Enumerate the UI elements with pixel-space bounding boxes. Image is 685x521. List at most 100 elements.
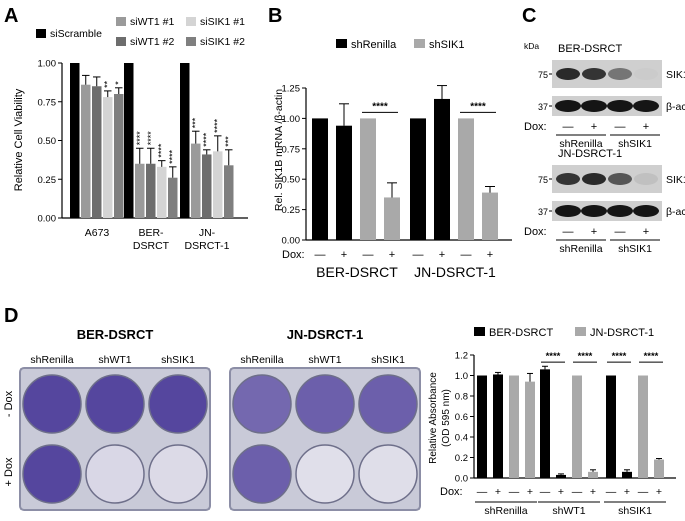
c-dox-sign: — xyxy=(563,121,574,133)
a-legend-label: siSIK1 #2 xyxy=(200,36,245,48)
d-plate-frame xyxy=(19,367,211,511)
a-x-tick-label: DSRCT xyxy=(133,240,170,252)
d-well xyxy=(232,374,292,434)
a-legend-swatch xyxy=(186,37,196,46)
c-sik1-band xyxy=(556,173,580,185)
a-legend-swatch xyxy=(116,17,126,26)
c-actin-band xyxy=(633,100,659,112)
c-dox-label: Dox: xyxy=(524,121,547,133)
c-blot-title: BER-DSRCT xyxy=(558,43,622,55)
d-bar xyxy=(477,375,487,478)
b-y-tick-label: 0.75 xyxy=(282,144,301,155)
c-band-label-actin: β-actin xyxy=(666,206,685,218)
a-significance: **** xyxy=(202,132,212,147)
c-group-label: shRenilla xyxy=(559,243,602,255)
a-bar xyxy=(191,143,201,218)
c-dox-sign: + xyxy=(643,226,649,238)
c-band-label-sik1: SIK1 xyxy=(666,69,685,81)
d-dox-label: Dox: xyxy=(440,486,463,498)
b-y-tick-label: 1.00 xyxy=(282,114,301,125)
a-bar xyxy=(103,97,113,218)
b-legend-swatch xyxy=(336,39,347,48)
c-actin-band xyxy=(607,205,633,217)
d-bar xyxy=(493,374,503,478)
d-well xyxy=(85,374,145,434)
d-dox-sign: + xyxy=(527,486,533,498)
a-bar xyxy=(135,163,145,218)
panel-letter-c: C xyxy=(522,5,536,27)
b-dox-sign: — xyxy=(461,249,472,261)
c-actin-band xyxy=(633,205,659,217)
b-bar xyxy=(410,118,426,240)
b-dox-sign: + xyxy=(487,249,493,261)
a-bar xyxy=(213,151,223,218)
b-y-tick-label: 0.50 xyxy=(282,175,301,186)
c-actin-band xyxy=(581,205,607,217)
c-actin-band xyxy=(607,100,633,112)
b-bar xyxy=(458,118,474,240)
d-y-tick-label: 0.0 xyxy=(455,474,468,485)
d-bar xyxy=(572,375,582,478)
d-significance: **** xyxy=(644,351,659,362)
a-x-tick-label: DSRCT-1 xyxy=(185,240,230,252)
d-bar xyxy=(525,381,535,478)
d-dox-sign: — xyxy=(638,486,649,498)
d-plate-column-label: shSIK1 xyxy=(161,354,195,366)
a-bar xyxy=(92,86,102,218)
d-plate-column-label: shSIK1 xyxy=(371,354,405,366)
d-y-axis-label: Relative Absorbance xyxy=(428,372,439,464)
a-significance: **** xyxy=(168,149,178,164)
panel-letter-d: D xyxy=(4,305,18,327)
c-blot-title: JN-DSRCT-1 xyxy=(558,148,622,160)
d-dox-sign: + xyxy=(590,486,596,498)
d-bar xyxy=(654,459,664,478)
d-plate-column-label: shRenilla xyxy=(240,354,283,366)
d-bar xyxy=(556,474,566,478)
a-bar xyxy=(81,84,91,218)
d-y-axis-label: (OD 595 nm) xyxy=(441,389,452,447)
b-bar xyxy=(360,118,376,240)
b-bar xyxy=(384,197,400,240)
c-sik1-band xyxy=(556,68,580,80)
b-dox-sign: — xyxy=(315,249,326,261)
a-y-axis-label: Relative Cell Viability xyxy=(13,88,25,191)
c-group-label: shSIK1 xyxy=(618,138,652,150)
a-significance: **** xyxy=(157,143,167,158)
a-bar xyxy=(224,165,234,218)
c-sik1-band xyxy=(634,68,658,80)
d-legend-label: JN-DSRCT-1 xyxy=(590,327,654,339)
a-legend-label: siScramble xyxy=(50,28,102,40)
a-y-tick-label: 0.50 xyxy=(38,136,57,147)
b-legend-swatch xyxy=(414,39,425,48)
c-actin-band xyxy=(555,205,581,217)
a-legend-label: siWT1 #2 xyxy=(130,36,175,48)
d-legend-swatch xyxy=(575,327,586,336)
d-well xyxy=(358,374,418,434)
d-bar xyxy=(606,375,616,478)
c-dox-sign: + xyxy=(591,121,597,133)
b-legend-label: shRenilla xyxy=(351,39,397,51)
c-band-label-actin: β-actin xyxy=(666,101,685,113)
d-bar xyxy=(588,471,598,478)
a-y-tick-label: 1.00 xyxy=(38,59,57,70)
b-dox-sign: + xyxy=(439,249,445,261)
d-plate-title: BER-DSRCT xyxy=(77,327,154,342)
b-bar xyxy=(482,192,498,240)
c-actin-band xyxy=(555,100,581,112)
a-x-tick-label: JN- xyxy=(199,227,216,239)
d-significance: **** xyxy=(578,351,593,362)
d-dox-sign: + xyxy=(558,486,564,498)
d-plate-frame xyxy=(229,367,421,511)
c-sik1-band xyxy=(582,68,606,80)
a-bar xyxy=(157,166,167,218)
d-plate-column-label: shWT1 xyxy=(308,354,341,366)
d-y-tick-label: 0.8 xyxy=(455,392,468,403)
d-y-tick-label: 0.4 xyxy=(455,433,468,444)
b-y-tick-label: 1.25 xyxy=(282,84,301,95)
c-dox-sign: — xyxy=(615,121,626,133)
d-well xyxy=(22,444,82,504)
d-plate-title: JN-DSRCT-1 xyxy=(287,327,364,342)
d-y-tick-label: 0.6 xyxy=(455,412,468,423)
a-significance: *** xyxy=(191,117,201,128)
a-bar xyxy=(180,63,190,218)
